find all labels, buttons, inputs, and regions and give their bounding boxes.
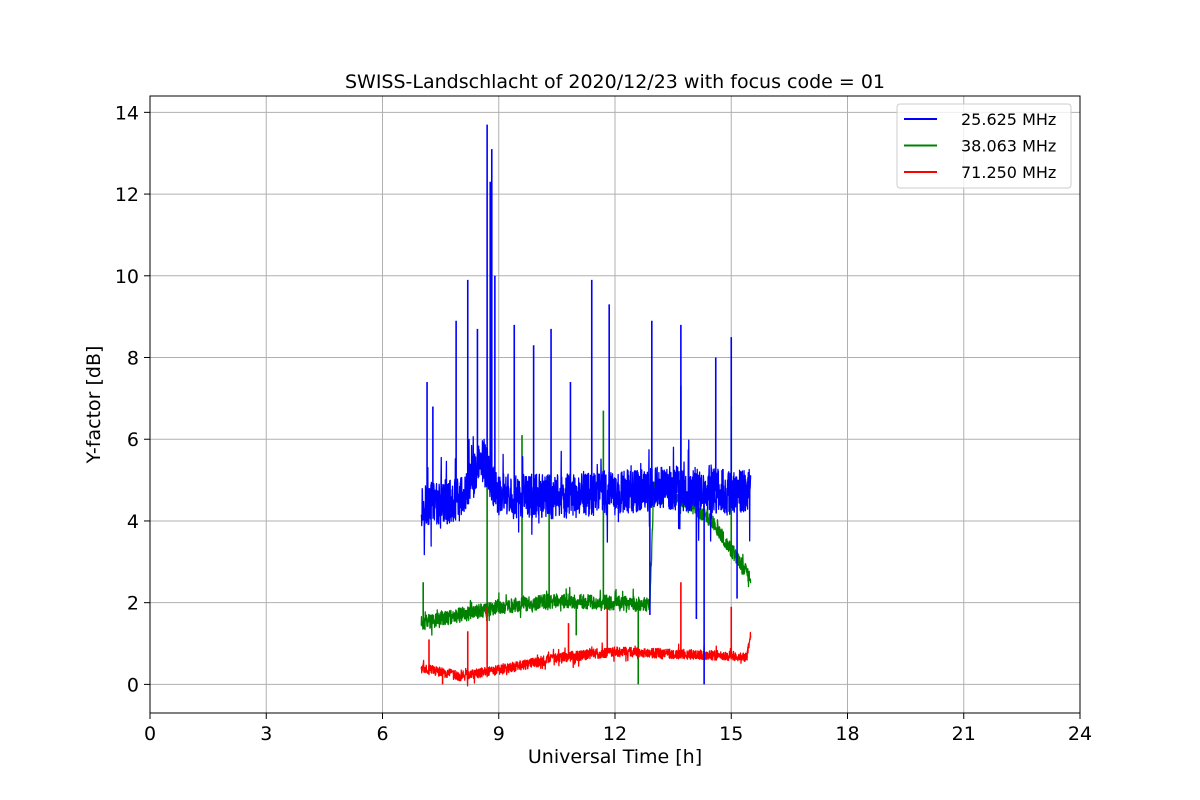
x-axis-ticks: 0 3 6 9 12 15 18 21 24	[144, 713, 1092, 745]
y-axis-label: Y-factor [dB]	[83, 346, 105, 465]
legend-label: 38.063 MHz	[961, 137, 1056, 156]
plot-series	[420, 124, 752, 687]
y-tick-label: 0	[127, 674, 139, 696]
legend-label: 25.625 MHz	[961, 110, 1056, 129]
x-tick-label: 18	[835, 723, 859, 745]
y-tick-label: 14	[115, 102, 139, 124]
chart-title: SWISS-Landschlacht of 2020/12/23 with fo…	[345, 71, 885, 93]
x-tick-label: 9	[493, 723, 505, 745]
x-axis-label: Universal Time [h]	[528, 746, 702, 768]
legend-label: 71.250 MHz	[961, 163, 1056, 182]
y-axis-ticks: 0 2 4 6 8 10 12 14	[115, 102, 150, 696]
series-line	[420, 631, 752, 687]
x-tick-label: 0	[144, 723, 156, 745]
series-line	[420, 436, 752, 556]
y-tick-label: 12	[115, 184, 139, 206]
y-tick-label: 2	[127, 593, 139, 615]
x-tick-label: 12	[603, 723, 627, 745]
x-tick-label: 24	[1068, 723, 1092, 745]
legend-box	[896, 103, 1072, 189]
x-tick-label: 3	[260, 723, 272, 745]
x-tick-label: 15	[719, 723, 743, 745]
y-tick-label: 8	[127, 348, 139, 370]
x-tick-label: 6	[376, 723, 388, 745]
y-tick-label: 10	[115, 266, 139, 288]
y-tick-label: 4	[127, 511, 139, 533]
legend: 25.625 MHz 38.063 MHz 71.250 MHz	[896, 103, 1072, 189]
y-tick-label: 6	[127, 429, 139, 451]
x-tick-label: 21	[952, 723, 976, 745]
